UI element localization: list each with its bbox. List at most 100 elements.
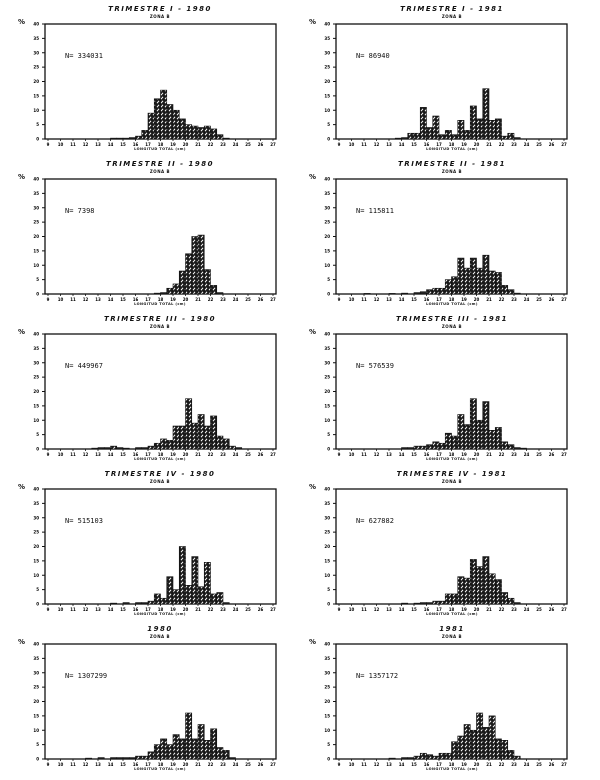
x-tick-label: 16 — [133, 452, 139, 457]
histogram-bar — [401, 447, 409, 450]
histogram-bar — [413, 445, 421, 450]
x-tick-label: 25 — [245, 452, 251, 457]
x-tick-label: 17 — [145, 762, 151, 767]
y-tick-label: 5 — [327, 742, 330, 747]
y-tick-label: 15 — [33, 558, 39, 563]
x-tick-label: 21 — [486, 297, 492, 302]
y-axis-unit: % — [309, 328, 317, 336]
y-tick-label: 20 — [33, 389, 39, 394]
histogram-bar — [160, 89, 168, 140]
plot-frame — [335, 488, 568, 605]
panel-subtitle: ZONA B — [441, 14, 463, 19]
y-axis-unit: % — [18, 173, 26, 181]
x-tick-label: 13 — [95, 762, 101, 767]
y-tick-label: 35 — [33, 346, 39, 351]
x-tick-label: 11 — [361, 142, 367, 147]
histogram-plot: 0 5 10 15 20 25 30 35 40 9 10 11 12 13 14 15 16 17 18 19 20 2… — [33, 22, 277, 147]
x-tick-label: 11 — [361, 297, 367, 302]
histogram-bar — [210, 728, 218, 760]
x-tick-label: 12 — [83, 297, 89, 302]
histogram-bar — [166, 104, 174, 140]
x-tick-label: 9 — [47, 452, 50, 457]
y-axis-unit: % — [18, 483, 26, 491]
histogram-bar — [216, 134, 224, 140]
y-tick-label: 40 — [33, 22, 39, 27]
x-tick-label: 18 — [449, 607, 455, 612]
histogram-bar — [513, 602, 521, 605]
x-tick-label: 16 — [133, 762, 139, 767]
histogram-bar — [388, 757, 396, 760]
histogram-bar — [507, 289, 515, 295]
x-tick-label: 19 — [461, 142, 467, 147]
histogram-bar — [216, 435, 224, 450]
histogram-bar — [97, 447, 105, 450]
x-tick-label: 13 — [386, 297, 392, 302]
y-tick-label: 15 — [33, 403, 39, 408]
y-tick-label: 40 — [324, 177, 330, 182]
histogram-bar — [482, 254, 490, 295]
histogram-bar — [166, 576, 174, 605]
y-tick-label: 20 — [324, 79, 330, 84]
panel-subtitle: ZONA B — [149, 14, 171, 19]
y-tick-label: 25 — [324, 220, 330, 225]
panel-title: TRIMESTRE II - 1981 — [398, 160, 506, 168]
histogram-plot: 0 5 10 15 20 25 30 35 40 9 10 11 12 13 14 15 16 17 18 19 20 2… — [324, 177, 568, 302]
y-tick-label: 5 — [327, 277, 330, 282]
sample-size-label: N= 86940 — [356, 52, 390, 60]
histogram-bar — [135, 135, 143, 140]
x-tick-label: 14 — [108, 762, 114, 767]
x-tick-label: 17 — [436, 297, 442, 302]
histogram-bar — [482, 88, 490, 140]
x-tick-label: 17 — [436, 142, 442, 147]
x-axis-label: LONGITUD TOTAL (cm) — [426, 147, 478, 151]
x-tick-label: 26 — [258, 452, 264, 457]
sample-size-label: N= 334031 — [65, 52, 103, 60]
x-tick-label: 9 — [338, 452, 341, 457]
histogram-bar — [85, 757, 93, 760]
histogram-bar — [122, 447, 130, 450]
histogram-bar — [438, 442, 446, 450]
histogram-bar — [222, 137, 230, 140]
histogram-bar — [419, 291, 427, 295]
x-tick-label: 23 — [511, 297, 517, 302]
x-tick-label: 21 — [195, 452, 201, 457]
y-tick-label: 30 — [324, 50, 330, 55]
histogram-panel-9: 0 5 10 15 20 25 30 35 40 9 10 11 12 13 14 15 16 17 18 19 20 2… — [0, 620, 300, 775]
x-tick-label: 23 — [220, 607, 226, 612]
x-tick-label: 23 — [220, 452, 226, 457]
histogram-bar — [494, 118, 502, 140]
y-tick-label: 20 — [33, 699, 39, 704]
x-axis-label: LONGITUD TOTAL (cm) — [426, 302, 478, 306]
histogram-bar — [141, 755, 149, 760]
y-tick-label: 10 — [324, 108, 330, 113]
y-tick-label: 10 — [324, 263, 330, 268]
x-tick-label: 26 — [549, 607, 555, 612]
x-tick-label: 19 — [170, 762, 176, 767]
histogram-bar — [147, 600, 155, 605]
x-tick-label: 18 — [158, 762, 164, 767]
x-tick-label: 17 — [145, 297, 151, 302]
x-tick-label: 22 — [499, 607, 505, 612]
y-tick-label: 0 — [36, 137, 39, 142]
y-tick-label: 15 — [33, 713, 39, 718]
y-tick-label: 40 — [33, 332, 39, 337]
histogram-panel-7: 0 5 10 15 20 25 30 35 40 9 10 11 12 13 14 15 16 17 18 19 20 2… — [0, 465, 300, 620]
histogram-bar — [147, 445, 155, 450]
x-tick-label: 26 — [258, 607, 264, 612]
x-tick-label: 17 — [145, 607, 151, 612]
y-tick-label: 30 — [324, 515, 330, 520]
x-tick-label: 9 — [338, 297, 341, 302]
histogram-bar — [432, 287, 440, 295]
y-tick-label: 5 — [327, 587, 330, 592]
histogram-bar — [401, 602, 409, 605]
x-axis-label: LONGITUD TOTAL (cm) — [134, 767, 186, 771]
y-tick-label: 10 — [324, 573, 330, 578]
histogram-bar — [513, 137, 521, 140]
x-tick-label: 14 — [399, 762, 405, 767]
y-tick-label: 0 — [36, 447, 39, 452]
x-tick-label: 9 — [338, 142, 341, 147]
histogram-bar — [463, 577, 471, 605]
x-tick-label: 14 — [108, 607, 114, 612]
x-tick-label: 24 — [524, 142, 530, 147]
histogram-bar — [228, 757, 236, 760]
